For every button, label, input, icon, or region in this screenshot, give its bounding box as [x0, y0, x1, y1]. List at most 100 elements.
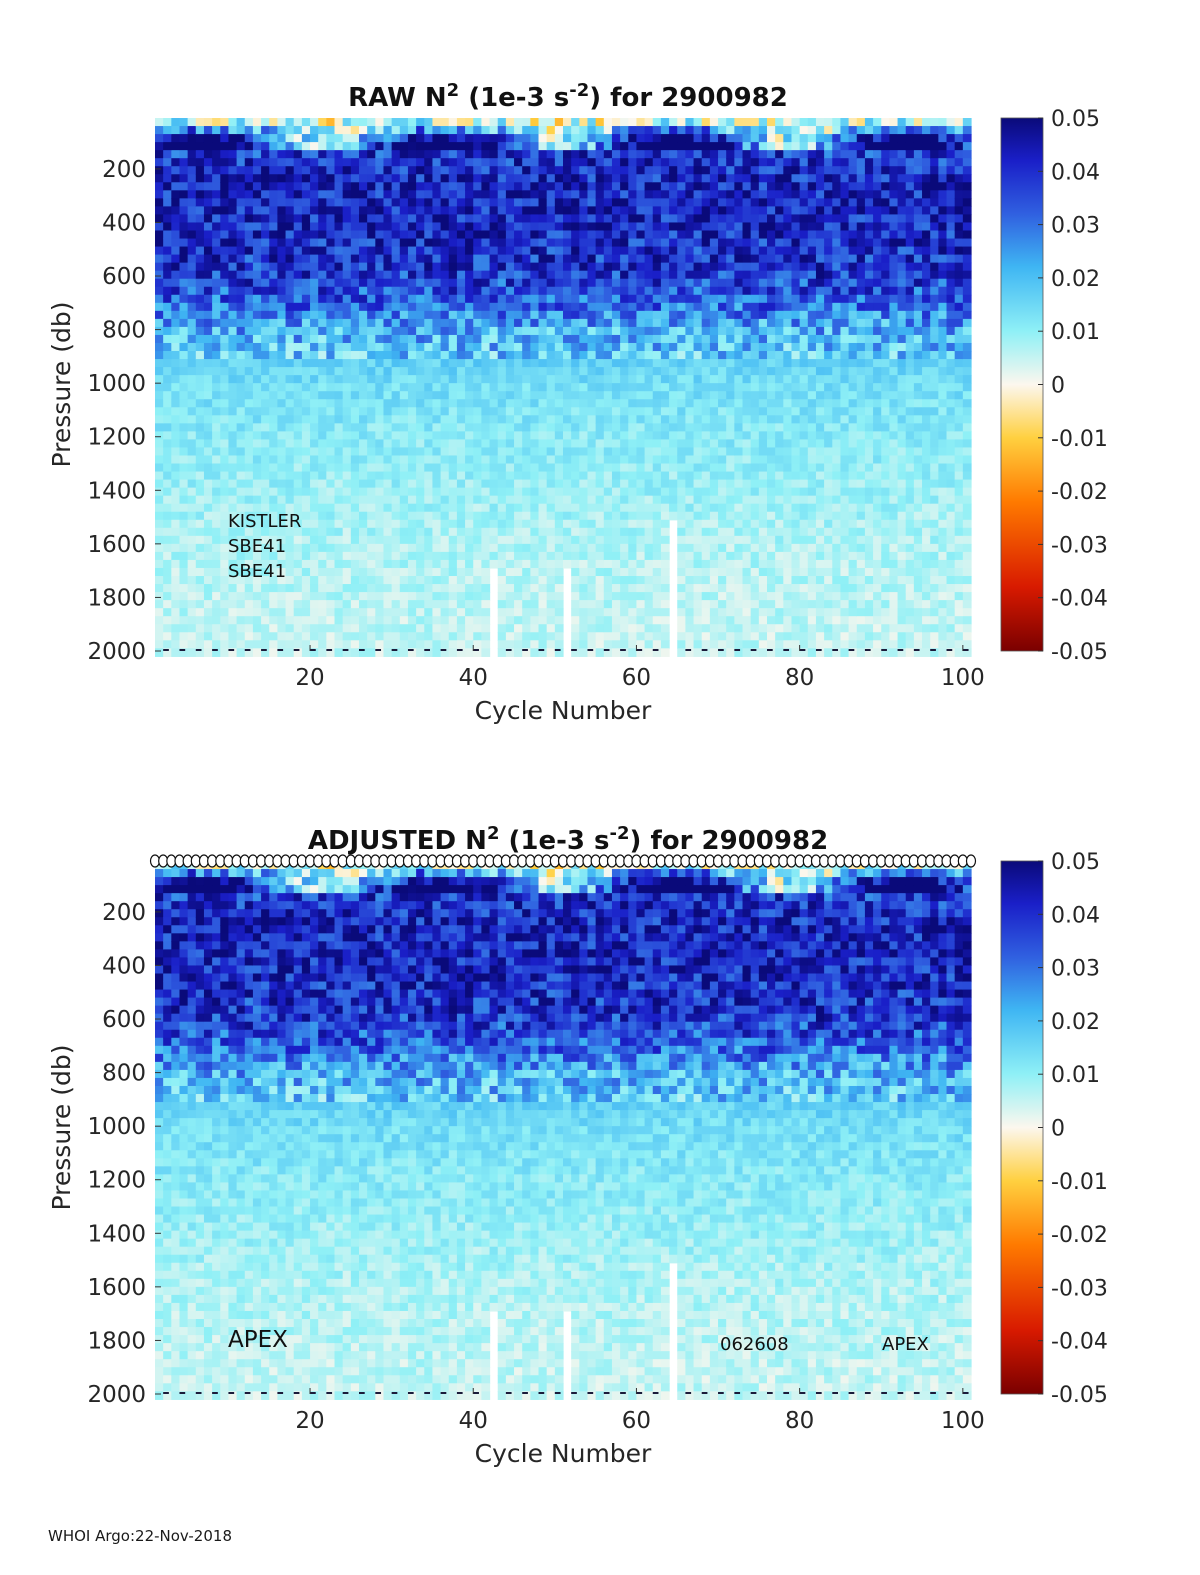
- heatmap-cell: [563, 166, 572, 175]
- heatmap-cell: [448, 326, 458, 336]
- heatmap-cell: [481, 190, 491, 199]
- heatmap-cell: [742, 383, 752, 392]
- heatmap-cell: [709, 359, 719, 368]
- heatmap-cell: [620, 463, 629, 473]
- heatmap-cell: [220, 262, 230, 272]
- heatmap-cell: [660, 600, 670, 609]
- heatmap-cell: [326, 391, 336, 400]
- heatmap-cell: [571, 495, 580, 505]
- heatmap-cell: [179, 624, 189, 633]
- heatmap-cell: [326, 455, 336, 465]
- heatmap-cell: [326, 150, 336, 159]
- heatmap-cell: [611, 592, 621, 601]
- heatmap-cell: [546, 126, 556, 135]
- heatmap-cell: [236, 543, 246, 553]
- heatmap-cell: [334, 222, 344, 232]
- heatmap-cell: [554, 262, 564, 272]
- heatmap-cell: [310, 206, 319, 216]
- heatmap-cell: [391, 190, 401, 199]
- heatmap-cell: [359, 455, 368, 465]
- heatmap-cell: [359, 640, 368, 649]
- heatmap-cell: [742, 423, 752, 432]
- heatmap-cell: [432, 383, 442, 392]
- heatmap-cell: [301, 415, 311, 424]
- heatmap-cell: [709, 511, 719, 521]
- heatmap-cell: [236, 415, 246, 424]
- heatmap-cell: [742, 399, 752, 408]
- heatmap-cell: [244, 640, 254, 649]
- heatmap-cell: [514, 254, 523, 264]
- heatmap-cell: [163, 359, 172, 368]
- heatmap-cell: [718, 648, 727, 657]
- heatmap-cell: [399, 190, 409, 199]
- heatmap-cell: [203, 294, 213, 304]
- heatmap-cell: [636, 302, 646, 312]
- heatmap-cell: [514, 198, 523, 207]
- heatmap-cell: [220, 608, 230, 617]
- heatmap-cell: [644, 318, 654, 328]
- heatmap-cell: [595, 230, 605, 240]
- heatmap-cell: [563, 375, 572, 384]
- heatmap-cell: [563, 206, 572, 216]
- heatmap-cell: [163, 632, 172, 641]
- heatmap-cell: [383, 535, 393, 545]
- heatmap-cell: [456, 600, 466, 609]
- heatmap-cell: [367, 391, 376, 400]
- heatmap-cell: [407, 423, 417, 432]
- heatmap-cell: [440, 551, 450, 561]
- heatmap-cell: [220, 142, 230, 151]
- heatmap-cell: [277, 118, 287, 127]
- heatmap-cell: [758, 455, 768, 465]
- heatmap-cell: [538, 375, 548, 384]
- heatmap-cell: [522, 270, 531, 280]
- heatmap-cell: [318, 214, 327, 224]
- heatmap-cell: [407, 391, 417, 400]
- heatmap-cell: [269, 318, 278, 328]
- heatmap-cell: [693, 399, 703, 408]
- heatmap-cell: [514, 126, 523, 135]
- heatmap-cell: [685, 495, 695, 505]
- heatmap-cell: [375, 471, 385, 481]
- heatmap-cell: [652, 222, 662, 232]
- heatmap-cell: [701, 431, 711, 441]
- heatmap-cell: [326, 278, 336, 288]
- heatmap-cell: [293, 391, 303, 400]
- heatmap-cell: [473, 278, 482, 288]
- heatmap-cell: [587, 648, 597, 657]
- heatmap-cell: [220, 463, 230, 473]
- heatmap-cell: [611, 222, 621, 232]
- heatmap-cell: [563, 262, 572, 272]
- heatmap-cell: [301, 616, 311, 625]
- heatmap-cell: [579, 230, 589, 240]
- heatmap-cell: [554, 543, 564, 553]
- heatmap-cell: [350, 342, 360, 352]
- heatmap-cell: [571, 503, 580, 513]
- heatmap-cell: [195, 551, 205, 561]
- heatmap-cell: [505, 463, 515, 473]
- heatmap-cell: [212, 318, 221, 328]
- heatmap-cell: [587, 600, 597, 609]
- heatmap-cell: [269, 584, 278, 593]
- heatmap-cell: [611, 535, 621, 545]
- heatmap-cell: [742, 206, 752, 216]
- heatmap-cell: [424, 375, 434, 384]
- heatmap-cell: [595, 576, 605, 585]
- heatmap-cell: [538, 543, 548, 553]
- heatmap-cell: [726, 624, 735, 633]
- heatmap-cell: [497, 326, 507, 336]
- heatmap-cell: [261, 254, 270, 264]
- heatmap-cell: [236, 367, 246, 376]
- heatmap-cell: [628, 415, 638, 424]
- heatmap-cell: [709, 399, 719, 408]
- heatmap-cell: [571, 318, 580, 328]
- heatmap-cell: [505, 559, 515, 569]
- heatmap-cell: [734, 142, 744, 151]
- heatmap-cell: [750, 270, 760, 280]
- heatmap-cell: [611, 190, 621, 199]
- heatmap-cell: [293, 238, 303, 248]
- heatmap-cell: [554, 407, 564, 416]
- heatmap-cell: [685, 455, 695, 465]
- heatmap-cell: [758, 431, 768, 441]
- heatmap-cell: [228, 206, 238, 216]
